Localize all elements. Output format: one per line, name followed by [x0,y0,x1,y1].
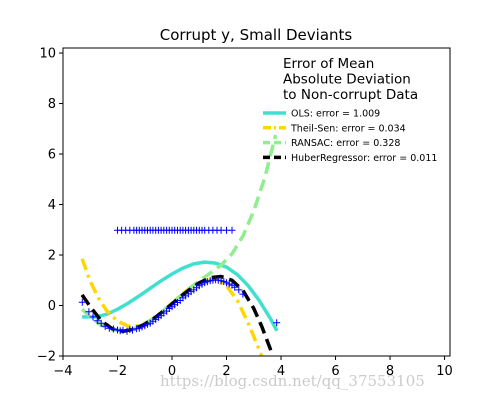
data-point [231,283,239,291]
y-axis: −2 0 2 4 6 8 10 [37,47,63,365]
x-tick-label: 8 [386,364,394,379]
plot-frame [62,47,451,357]
x-tick-label: 4 [277,364,285,379]
data-point [109,325,117,333]
legend-label: HuberRegressor: error = 0.011 [291,153,437,164]
x-tick-label: −2 [108,364,127,379]
y-tick-label: 6 [48,148,56,163]
y-tick-label: 0 [48,299,56,314]
legend-label: Theil-Sen: error = 0.034 [290,123,406,134]
data-point [239,290,247,298]
y-tick-label: 10 [39,47,56,62]
scatter-layer [78,226,281,335]
y-tick-label: −2 [37,350,56,365]
data-point [228,226,236,234]
x-tick-label: 0 [168,364,176,379]
x-tick-label: 2 [222,364,230,379]
x-axis: −4 −2 0 2 4 6 8 10 [53,356,453,379]
data-point [105,324,113,332]
legend-title-line: to Non-corrupt Data [283,87,418,103]
data-point [85,308,93,316]
data-point [119,326,127,334]
legend-title-line: Absolute Deviation [283,72,411,88]
series-line-0 [82,260,279,332]
x-tick-label: 10 [436,364,453,379]
x-tick-label: −4 [53,364,72,379]
y-tick-label: 4 [48,198,56,213]
data-point [93,317,101,325]
data-point [78,298,86,306]
data-point [273,319,281,327]
x-tick-label: 6 [331,364,339,379]
y-tick-label: 2 [48,249,56,264]
legend-title-line: Error of Mean [283,56,374,72]
data-point [129,326,136,334]
watermark: https://blog.csdn.net/qq_37553105 [160,372,425,390]
series-line-2 [80,134,278,333]
series-line-3 [80,274,275,356]
y-tick-label: 8 [48,97,56,112]
data-point [97,319,105,327]
legend-label: RANSAC: error = 0.328 [291,138,400,149]
data-point [235,286,243,294]
legend-label: OLS: error = 1.009 [291,109,380,120]
series-layer [80,134,279,356]
chart-title: Corrupt y, Small Deviants [160,26,353,44]
data-point [89,313,97,321]
data-point [101,322,109,330]
